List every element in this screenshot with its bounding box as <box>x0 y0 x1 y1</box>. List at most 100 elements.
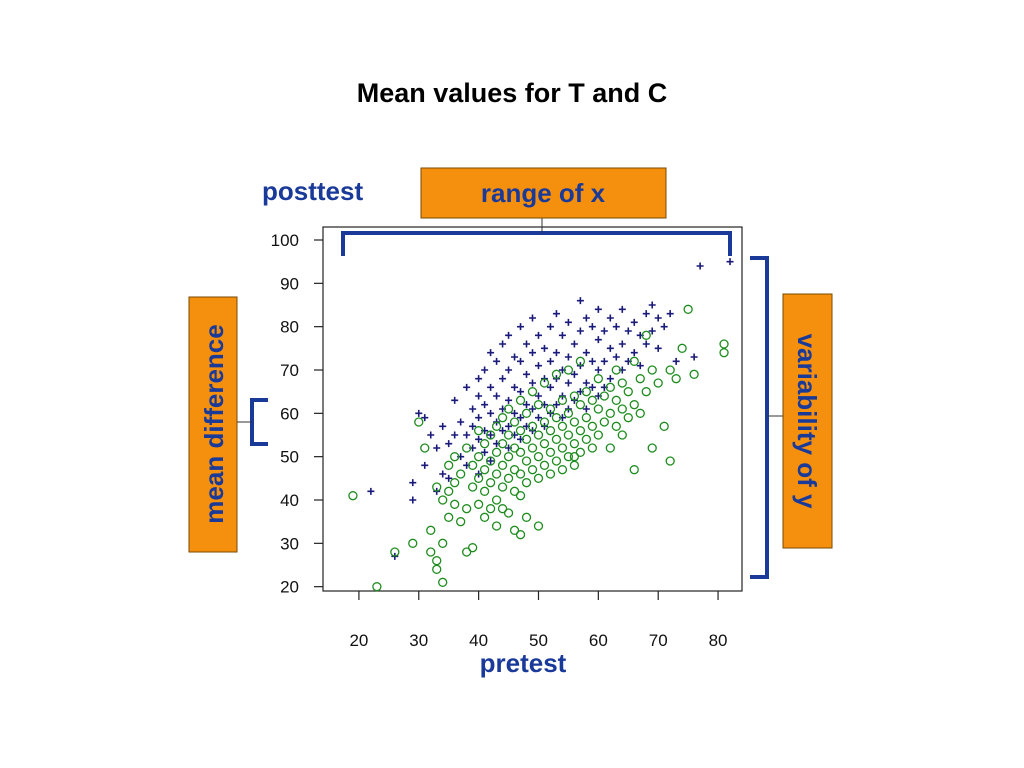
treatment-point <box>487 349 495 357</box>
control-point <box>557 443 568 453</box>
control-point <box>593 430 603 440</box>
treatment-point <box>564 379 572 387</box>
treatment-point <box>582 349 590 357</box>
control-point <box>551 369 562 379</box>
control-point <box>491 447 502 457</box>
control-point <box>683 304 693 314</box>
treatment-point <box>636 362 644 370</box>
control-point <box>605 382 615 392</box>
control-point <box>539 417 550 427</box>
range-of-x-label: range of x <box>481 178 606 208</box>
range-of-x-callout <box>420 167 667 219</box>
treatment-point <box>529 405 536 413</box>
treatment-point <box>469 422 477 430</box>
y-tick-label: 50 <box>280 448 299 467</box>
control-point <box>515 426 526 436</box>
control-point <box>539 378 550 388</box>
control-point <box>426 525 436 535</box>
treatment-point <box>463 431 471 439</box>
treatment-point <box>564 353 572 361</box>
control-point <box>599 391 609 401</box>
control-point <box>509 417 520 427</box>
control-point <box>497 460 508 470</box>
control-point <box>467 482 478 492</box>
control-point <box>462 443 472 453</box>
treatment-point <box>606 344 614 352</box>
control-point <box>629 400 639 410</box>
control-point <box>485 478 496 488</box>
control-point <box>641 387 651 397</box>
control-point <box>527 443 538 453</box>
control-point <box>444 486 454 496</box>
treatment-point <box>552 349 560 357</box>
control-point <box>521 512 532 522</box>
control-point <box>581 413 592 423</box>
treatment-point <box>588 357 596 365</box>
control-point <box>587 395 598 405</box>
x-tick-label: 30 <box>409 631 428 650</box>
treatment-point <box>648 327 656 335</box>
control-point <box>438 538 448 548</box>
control-point <box>629 356 639 366</box>
control-point <box>653 378 663 388</box>
mean-difference-callout <box>188 296 238 553</box>
control-point <box>515 395 526 405</box>
control-point <box>372 582 382 592</box>
y-tick-label: 40 <box>280 491 299 510</box>
treatment-point <box>690 353 698 361</box>
treatment-point <box>612 323 620 331</box>
control-point <box>533 400 544 410</box>
x-tick-label: 20 <box>349 631 368 650</box>
control-point <box>408 538 418 548</box>
control-point <box>611 421 621 431</box>
treatment-point <box>588 383 596 391</box>
control-point <box>479 465 490 475</box>
treatment-point <box>487 409 495 417</box>
treatment-point <box>433 444 441 452</box>
control-point <box>515 530 526 540</box>
treatment-point <box>534 362 542 370</box>
treatment-point <box>594 336 602 344</box>
control-point <box>575 356 586 366</box>
treatment-point <box>475 435 483 443</box>
treatment-point <box>696 262 704 270</box>
control-point <box>635 408 645 418</box>
treatment-point <box>672 357 680 365</box>
control-point <box>467 460 478 470</box>
treatment-point <box>487 431 495 439</box>
treatment-point <box>570 340 578 348</box>
control-point <box>491 421 502 431</box>
control-point <box>545 447 556 457</box>
control-point <box>497 482 508 492</box>
treatment-point <box>624 327 632 335</box>
control-point <box>635 374 645 384</box>
control-point <box>533 521 544 531</box>
treatment-point <box>546 357 554 365</box>
treatment-point <box>534 331 542 339</box>
control-point <box>509 465 520 475</box>
control-point <box>665 456 675 466</box>
control-point <box>569 391 580 401</box>
range-of-x-bracket <box>341 231 732 256</box>
control-point <box>485 456 496 466</box>
treatment-point <box>594 305 602 313</box>
treatment-point <box>654 344 662 352</box>
control-point <box>485 430 496 440</box>
variability-of-y-callout <box>782 293 833 549</box>
treatment-point <box>552 401 560 409</box>
treatment-point <box>421 414 429 422</box>
treatment-point <box>642 310 650 318</box>
y-tick-label: 90 <box>280 274 299 293</box>
control-point <box>617 378 627 388</box>
control-point <box>444 512 454 522</box>
control-point <box>593 374 603 384</box>
control-point <box>503 508 514 518</box>
treatment-point <box>630 349 638 357</box>
control-point <box>569 417 580 427</box>
control-point <box>521 478 532 488</box>
control-point <box>491 495 502 505</box>
control-point <box>473 426 484 436</box>
control-point <box>563 430 574 440</box>
control-point <box>503 473 514 483</box>
control-point <box>545 426 556 436</box>
